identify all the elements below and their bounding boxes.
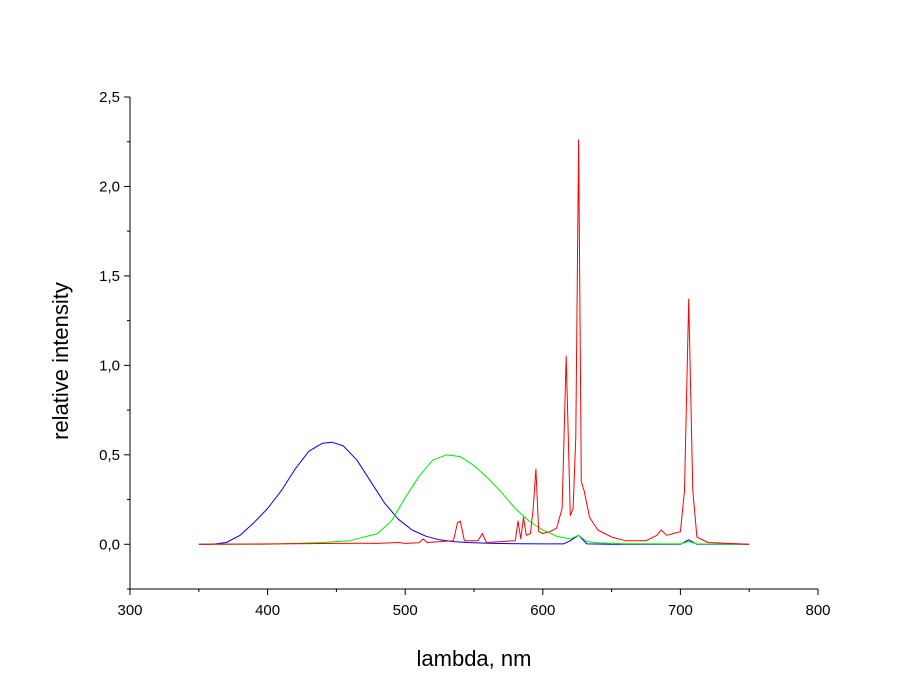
- y-tick-label: 2,5: [99, 89, 120, 106]
- x-axis-title: lambda, nm: [417, 646, 532, 671]
- x-tick-label: 800: [805, 602, 830, 619]
- x-tick-label: 600: [530, 602, 555, 619]
- y-tick-label: 0,5: [99, 447, 120, 464]
- series-line-3: [199, 140, 749, 544]
- y-tick-label: 1,5: [99, 268, 120, 285]
- y-axis-title: relative intensity: [48, 282, 73, 440]
- series-line-1: [199, 442, 749, 544]
- x-tick-label: 300: [117, 602, 142, 619]
- x-tick-label: 400: [255, 602, 280, 619]
- x-tick-label: 500: [393, 602, 418, 619]
- y-tick-label: 0,0: [99, 536, 120, 553]
- x-axis: 300 400 500 600 700 800: [117, 589, 830, 619]
- y-tick-label: 1,0: [99, 357, 120, 374]
- y-axis: 0,0 0,5 1,0 1,5 2,0 2,5: [99, 89, 130, 589]
- series-line-2: [199, 455, 749, 545]
- y-tick-label: 2,0: [99, 178, 120, 195]
- plot-series: [199, 140, 749, 544]
- x-tick-label: 700: [668, 602, 693, 619]
